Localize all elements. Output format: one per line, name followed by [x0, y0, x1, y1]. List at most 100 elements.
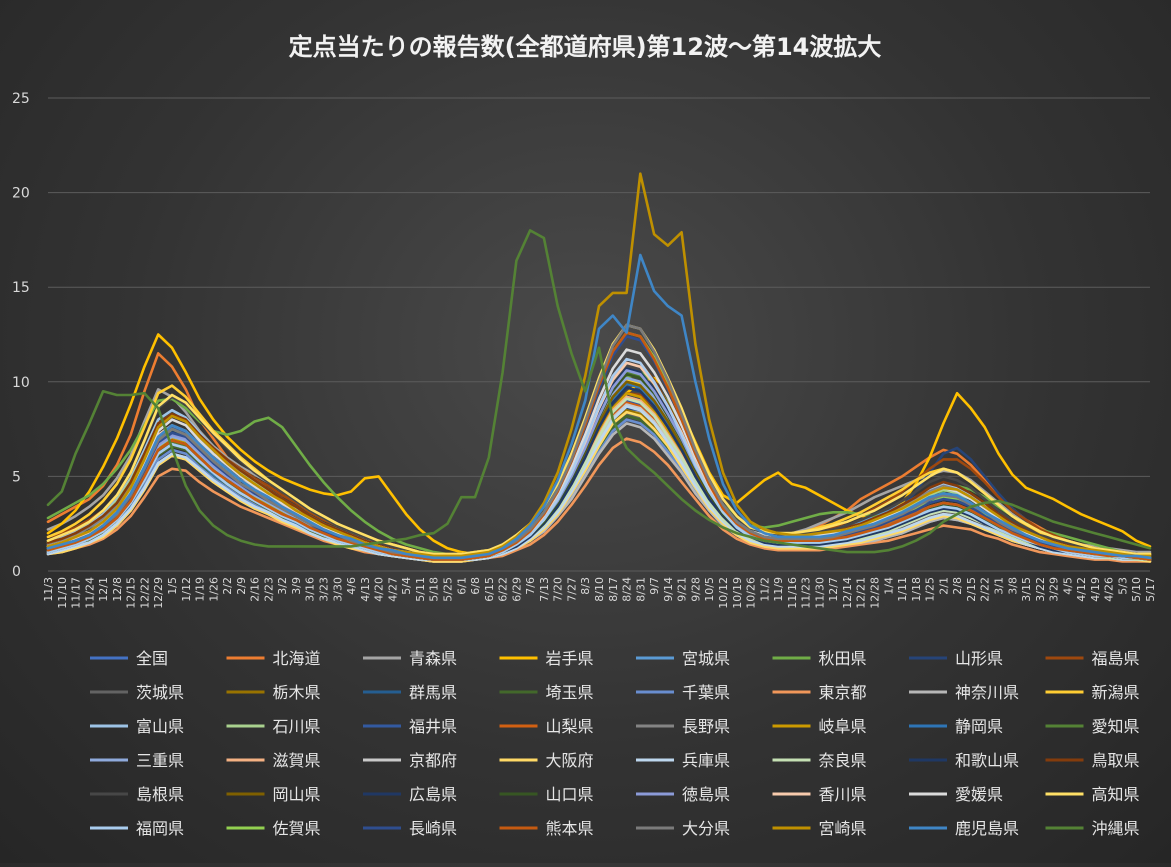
legend-label: 鹿児島県 — [955, 819, 1019, 838]
legend-item: 神奈川県 — [909, 683, 1019, 702]
x-tick-label: 11/17 — [70, 577, 83, 609]
legend-label: 秋田県 — [819, 649, 867, 668]
legend-label: 島根県 — [136, 785, 184, 804]
x-tick-label: 9/14 — [662, 577, 675, 602]
x-tick-label: 1/18 — [910, 577, 923, 602]
y-tick-label: 25 — [12, 91, 30, 107]
x-tick-label: 3/23 — [318, 577, 331, 602]
legend-label: 長崎県 — [409, 819, 457, 838]
legend-item: 福島県 — [1045, 649, 1140, 668]
legend-label: 三重県 — [136, 751, 184, 770]
x-tick-label: 11/10 — [56, 577, 69, 609]
legend-label: 広島県 — [409, 785, 457, 804]
y-tick-label: 20 — [12, 186, 30, 202]
series-line — [46, 410, 1152, 563]
x-tick-label: 5/25 — [441, 577, 454, 602]
x-tick-label: 5/18 — [428, 577, 441, 602]
legend-label: 群馬県 — [409, 683, 457, 702]
x-tick-label: 2/16 — [249, 577, 262, 602]
legend-item: 島根県 — [90, 785, 184, 804]
x-tick-label: 6/22 — [497, 577, 510, 602]
legend-label: 宮城県 — [682, 649, 730, 668]
legend-item: 岐阜県 — [772, 717, 867, 736]
legend-item: 兵庫県 — [636, 751, 730, 770]
x-tick-label: 3/29 — [1048, 577, 1061, 602]
x-tick-label: 8/31 — [634, 577, 647, 602]
legend-item: 岩手県 — [499, 649, 594, 668]
legend-label: 東京都 — [819, 683, 867, 702]
legend-item: 京都府 — [363, 751, 457, 770]
legend-label: 岡山県 — [273, 785, 321, 804]
x-tick-label: 12/8 — [111, 577, 124, 602]
series-line — [46, 437, 1152, 563]
x-tick-label: 7/20 — [552, 577, 565, 602]
legend-item: 静岡県 — [909, 717, 1003, 736]
legend-label: 和歌山県 — [955, 751, 1019, 770]
legend-item: 石川県 — [226, 717, 321, 736]
x-tick-label: 12/1 — [97, 577, 110, 602]
x-tick-label: 1/26 — [207, 577, 220, 602]
x-tick-label: 4/6 — [345, 577, 358, 595]
legend-item: 群馬県 — [363, 683, 457, 702]
y-tick-label: 10 — [12, 375, 30, 391]
legend-label: 香川県 — [819, 785, 867, 804]
legend-item: 東京都 — [772, 683, 867, 702]
x-tick-label: 4/20 — [373, 577, 386, 602]
legend-label: 大分県 — [682, 819, 730, 838]
legend-label: 千葉県 — [682, 683, 730, 702]
legend-label: 北海道 — [273, 649, 321, 668]
legend-item: 鳥取県 — [1045, 751, 1140, 770]
series-line — [46, 348, 1152, 560]
x-tick-label: 12/21 — [855, 577, 868, 609]
legend-item: 宮城県 — [636, 649, 730, 668]
legend-label: 長野県 — [682, 717, 730, 736]
x-tick-label: 10/19 — [731, 577, 744, 609]
x-tick-label: 6/1 — [455, 577, 468, 595]
x-tick-label: 5/10 — [1130, 577, 1143, 602]
x-tick-label: 9/28 — [689, 577, 702, 602]
legend-item: 長野県 — [636, 717, 730, 736]
x-tick-label: 2/22 — [979, 577, 992, 602]
legend-item: 千葉県 — [636, 683, 730, 702]
series-line — [46, 357, 1152, 561]
x-tick-label: 2/9 — [235, 577, 248, 595]
x-tick-label: 11/16 — [786, 577, 799, 609]
legend-item: 高知県 — [1045, 785, 1140, 804]
x-tick-label: 11/23 — [800, 577, 813, 609]
legend-item: 富山県 — [90, 717, 184, 736]
x-tick-label: 1/19 — [194, 577, 207, 602]
x-tick-label: 4/12 — [1075, 577, 1088, 602]
legend-item: 香川県 — [772, 785, 867, 804]
x-axis: 11/3 11/10 11/17 11/24 12/1 12/8 12/15 12/22 12/… — [42, 577, 1157, 609]
series-line — [46, 405, 1152, 561]
x-tick-label: 12/14 — [841, 577, 854, 609]
series-lines — [46, 172, 1152, 563]
legend-label: 福岡県 — [136, 819, 184, 838]
x-tick-label: 5/3 — [1116, 577, 1129, 595]
legend-item: 徳島県 — [636, 785, 730, 804]
x-tick-label: 1/12 — [180, 577, 193, 602]
legend-item: 青森県 — [363, 649, 457, 668]
legend-label: 青森県 — [409, 649, 457, 668]
legend-item: 福岡県 — [90, 819, 184, 838]
x-tick-label: 3/9 — [290, 577, 303, 595]
x-tick-label: 9/7 — [648, 577, 661, 595]
x-tick-label: 4/26 — [1103, 577, 1116, 602]
legend-label: 滋賀県 — [273, 751, 321, 770]
x-tick-label: 9/21 — [676, 577, 689, 602]
y-tick-label: 5 — [12, 469, 21, 485]
legend-item: 秋田県 — [772, 649, 867, 668]
legend-label: 山口県 — [546, 785, 594, 804]
x-tick-label: 3/2 — [276, 577, 289, 595]
legend-item: 宮崎県 — [772, 819, 867, 838]
x-tick-label: 7/6 — [524, 577, 537, 595]
legend-item: 三重県 — [90, 751, 184, 770]
legend-label: 岐阜県 — [819, 717, 867, 736]
x-tick-label: 12/29 — [152, 577, 165, 609]
x-tick-label: 5/17 — [1144, 577, 1157, 602]
x-tick-label: 2/8 — [951, 577, 964, 595]
x-tick-label: 6/8 — [469, 577, 482, 595]
legend-label: 石川県 — [273, 717, 321, 736]
x-tick-label: 6/15 — [483, 577, 496, 602]
